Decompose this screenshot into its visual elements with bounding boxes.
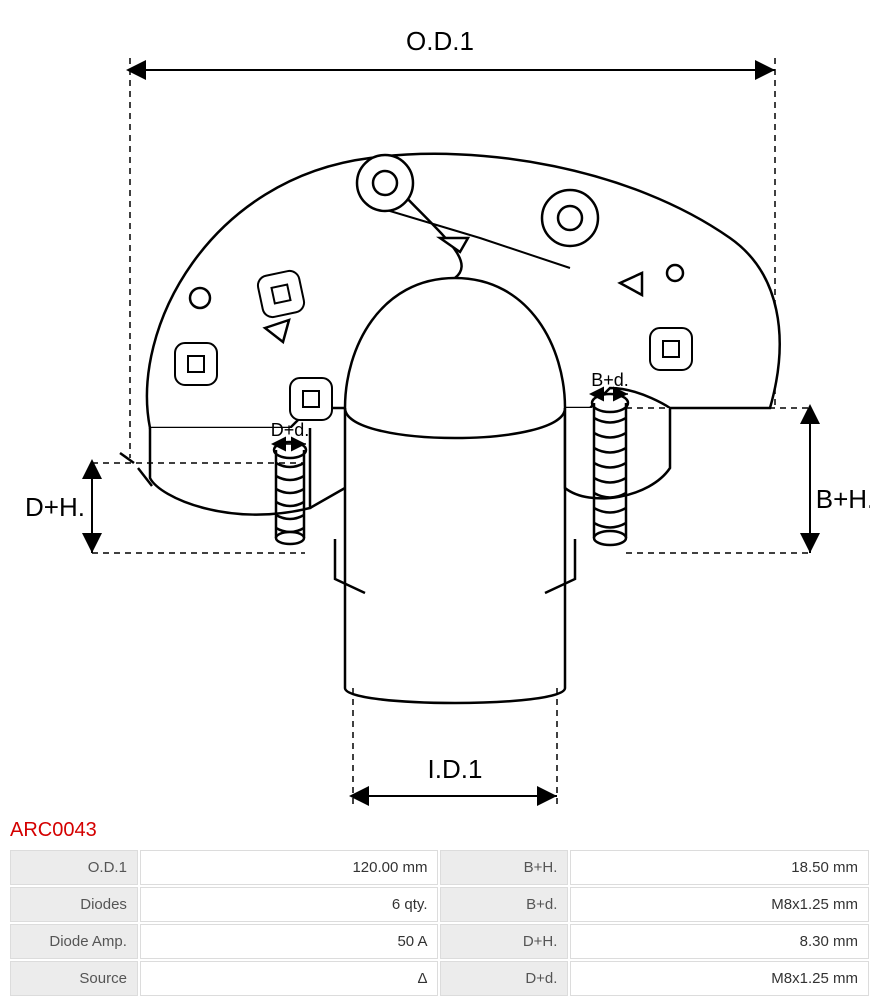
table-row: Diodes 6 qty. B+d. M8x1.25 mm bbox=[10, 887, 869, 922]
spec-value: 8.30 mm bbox=[570, 924, 869, 959]
spec-value: 120.00 mm bbox=[140, 850, 439, 885]
label-dd: D+d. bbox=[270, 420, 309, 440]
spec-label: B+d. bbox=[440, 887, 568, 922]
spec-label: D+d. bbox=[440, 961, 568, 996]
table-row: O.D.1 120.00 mm B+H. 18.50 mm bbox=[10, 850, 869, 885]
spec-value: Δ bbox=[140, 961, 439, 996]
spec-label: D+H. bbox=[440, 924, 568, 959]
spec-value: M8x1.25 mm bbox=[570, 887, 869, 922]
label-bd: B+d. bbox=[591, 370, 629, 390]
part-body bbox=[120, 154, 780, 703]
spec-value: 6 qty. bbox=[140, 887, 439, 922]
label-id1: I.D.1 bbox=[427, 754, 482, 784]
label-bh: B+H. bbox=[815, 484, 869, 514]
spec-label: Source bbox=[10, 961, 138, 996]
spec-value: M8x1.25 mm bbox=[570, 961, 869, 996]
label-dh: D+H. bbox=[25, 492, 85, 522]
spec-label: Diode Amp. bbox=[10, 924, 138, 959]
spec-label: Diodes bbox=[10, 887, 138, 922]
spec-table: O.D.1 120.00 mm B+H. 18.50 mm Diodes 6 q… bbox=[8, 848, 871, 998]
spec-value: 18.50 mm bbox=[570, 850, 869, 885]
label-od1: O.D.1 bbox=[406, 26, 474, 56]
diagram-svg: O.D.1 bbox=[10, 8, 870, 808]
spec-label: B+H. bbox=[440, 850, 568, 885]
part-code: ARC0043 bbox=[10, 819, 871, 842]
table-row: Diode Amp. 50 A D+H. 8.30 mm bbox=[10, 924, 869, 959]
technical-diagram: O.D.1 bbox=[8, 8, 871, 813]
table-row: Source Δ D+d. M8x1.25 mm bbox=[10, 961, 869, 996]
spec-label: O.D.1 bbox=[10, 850, 138, 885]
spec-table-body: O.D.1 120.00 mm B+H. 18.50 mm Diodes 6 q… bbox=[10, 850, 869, 996]
spec-value: 50 A bbox=[140, 924, 439, 959]
